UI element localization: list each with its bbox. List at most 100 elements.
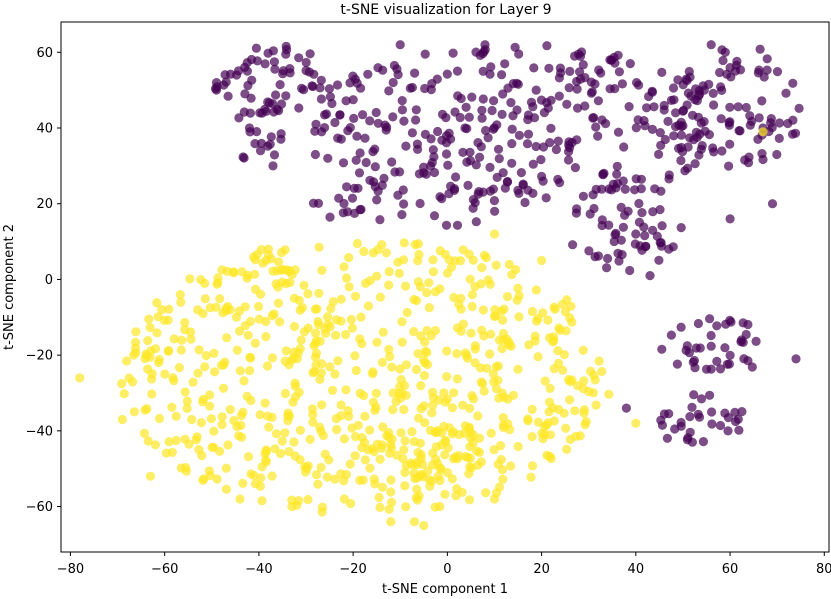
data-point-cluster-1: [655, 205, 665, 215]
data-point-cluster-2: [119, 389, 129, 399]
data-point-cluster-1: [715, 420, 726, 431]
data-point-cluster-1: [725, 214, 735, 224]
data-point-cluster-2: [253, 301, 264, 312]
data-point-cluster-1: [323, 153, 333, 163]
data-point-cluster-2: [562, 295, 572, 305]
data-point-cluster-2: [256, 473, 266, 483]
data-point-cluster-1: [696, 394, 707, 404]
data-point-cluster-2: [385, 448, 395, 458]
data-point-cluster-1: [493, 144, 504, 154]
data-point-cluster-2: [171, 411, 181, 421]
data-point-cluster-1: [477, 113, 487, 123]
data-point-cluster-1: [419, 168, 429, 178]
data-point-cluster-1: [489, 96, 499, 106]
data-point-cluster-2: [243, 452, 254, 462]
data-point-cluster-1: [788, 129, 798, 139]
data-point-cluster-1: [551, 144, 562, 155]
data-point-cluster-2: [289, 293, 299, 303]
data-point-cluster-2: [220, 357, 230, 367]
data-point-cluster-2: [386, 475, 396, 485]
data-point-cluster-1: [471, 217, 481, 227]
data-point-cluster-1: [285, 68, 295, 78]
data-point-cluster-2: [186, 327, 196, 337]
data-point-cluster-1: [420, 49, 430, 59]
data-point-cluster-1: [676, 155, 686, 166]
data-point-cluster-1: [464, 112, 474, 122]
x-tick-label: 0: [443, 562, 451, 577]
data-point-cluster-1: [657, 241, 667, 251]
data-point-cluster-2: [565, 377, 575, 387]
data-point-cluster-2: [289, 321, 300, 332]
data-point-cluster-1: [446, 134, 456, 144]
data-point-cluster-2: [238, 407, 248, 417]
data-point-cluster-1: [620, 210, 630, 220]
data-point-cluster-2: [330, 369, 340, 379]
data-point-cluster-1: [604, 220, 614, 230]
data-point-cluster-1: [393, 70, 403, 80]
data-point-cluster-2: [479, 250, 490, 260]
data-point-cluster-2: [477, 325, 487, 335]
data-point-cluster-1: [297, 83, 307, 93]
data-point-cluster-1: [704, 130, 715, 140]
data-point-cluster-2: [129, 407, 139, 417]
data-point-cluster-1: [443, 160, 453, 170]
data-point-cluster-2: [435, 475, 445, 486]
data-point-cluster-1: [375, 215, 385, 225]
data-point-cluster-2: [419, 520, 429, 531]
data-point-cluster-1: [585, 209, 595, 219]
data-point-cluster-1: [757, 149, 767, 159]
data-point-cluster-2: [350, 451, 360, 461]
data-point-cluster-2: [143, 436, 153, 446]
data-point-cluster-1: [783, 118, 793, 129]
data-point-cluster-2: [506, 461, 516, 471]
data-point-cluster-1: [395, 40, 405, 50]
data-point-cluster-1: [460, 123, 470, 133]
data-point-cluster-2: [153, 312, 163, 322]
data-point-cluster-1: [528, 102, 538, 112]
data-point-cluster-2: [371, 402, 381, 412]
data-point-cluster-1: [428, 145, 438, 155]
data-point-cluster-2: [145, 471, 156, 481]
data-point-cluster-2: [411, 364, 422, 375]
data-point-cluster-1: [636, 174, 647, 184]
data-point-cluster-2: [554, 404, 564, 415]
data-point-cluster-2: [122, 356, 132, 366]
data-point-cluster-1: [226, 69, 236, 79]
data-point-cluster-2: [472, 446, 482, 456]
data-point-cluster-2: [493, 375, 503, 385]
data-point-cluster-2: [249, 470, 259, 480]
data-point-cluster-1: [537, 171, 547, 181]
x-tick-label: 20: [533, 562, 550, 577]
data-point-cluster-2: [228, 267, 238, 277]
data-point-cluster-1: [723, 426, 733, 436]
data-point-cluster-1: [666, 330, 677, 340]
data-point-cluster-2: [200, 294, 210, 304]
data-point-cluster-1: [387, 157, 397, 167]
data-point-cluster-2: [424, 303, 434, 313]
data-point-cluster-2: [365, 463, 375, 473]
data-point-cluster-1: [724, 120, 735, 130]
data-point-cluster-1: [708, 143, 718, 153]
data-point-cluster-1: [624, 102, 634, 112]
data-point-cluster-1: [500, 59, 510, 69]
data-point-cluster-2: [318, 430, 328, 441]
data-point-cluster-1: [616, 202, 626, 212]
data-point-cluster-1: [310, 126, 320, 136]
data-point-cluster-2: [580, 420, 590, 430]
x-tick-label: 40: [628, 562, 645, 577]
data-point-cluster-2: [448, 427, 458, 437]
data-point-cluster-2: [631, 418, 641, 428]
data-point-cluster-1: [668, 83, 679, 93]
data-point-cluster-2: [185, 274, 195, 284]
data-point-cluster-2: [164, 304, 174, 314]
data-point-cluster-2: [176, 345, 186, 355]
data-point-cluster-2: [468, 255, 478, 265]
data-point-cluster-2: [458, 319, 468, 329]
data-point-cluster-2: [344, 411, 354, 421]
y-tick-label: −40: [26, 424, 53, 439]
data-point-cluster-2: [198, 308, 208, 319]
data-point-cluster-2: [295, 425, 305, 435]
data-point-cluster-2: [442, 372, 452, 382]
data-point-cluster-2: [180, 318, 190, 328]
data-point-cluster-2: [311, 470, 322, 480]
